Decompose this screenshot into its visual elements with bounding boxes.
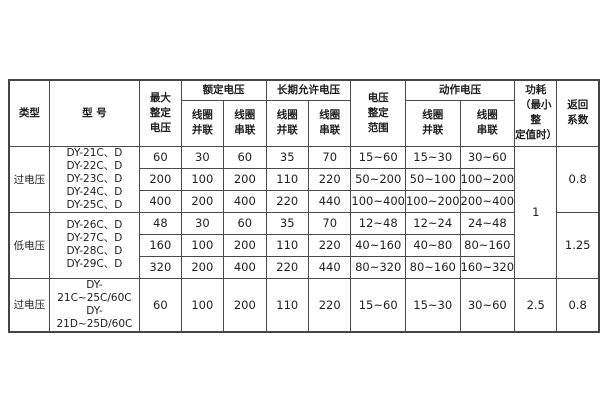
cell-action-parallel: 50~100 [404,167,461,191]
cell-lastrow-power: 2.5 [514,277,558,332]
cell-longterm-series: 70 [307,145,352,169]
cell-action-parallel: 15~30 [404,145,461,169]
cell-longterm-parallel: 220 [265,255,309,279]
cell-group2-models: DY-26C、D DY-27C、D DY-28C、D DY-29C、D [48,211,141,279]
cell-longterm-series: 220 [307,233,352,257]
table-row: 低电压 DY-26C、D DY-27C、D DY-28C、D DY-29C、D … [8,211,600,279]
cell-max: 400 [139,189,182,213]
cell-longterm-series: 440 [307,189,352,213]
cell-rated-series: 200 [223,233,267,257]
cell-rated-parallel: 200 [180,189,225,213]
cell-rated-parallel: 30 [180,145,225,169]
header-action-coil-series: 线圈 串联 [459,99,516,147]
cell-setting-range: 100~400 [350,189,406,213]
cell-max: 160 [139,233,182,257]
cell-action-series: 80~160 [459,233,516,257]
cell-action-series: 100~200 [459,167,516,191]
cell-longterm-series: 220 [307,167,352,191]
table-row: 过电压 DY-21C~25C/60C DY-21D~25D/60C 60 100… [8,277,600,332]
cell-longterm-series: 70 [307,211,352,235]
cell-lastrow-models: DY-21C~25C/60C DY-21D~25D/60C [48,277,141,332]
cell-action-parallel: 100~200 [404,189,461,213]
header-return-coefficient: 返回 系数 [556,79,600,147]
cell-rated-series: 200 [223,167,267,191]
cell-setting-range: 40~160 [350,233,406,257]
cell-group1-return-coeff: 0.8 [556,145,600,213]
cell-power-groups: 1 [514,145,558,279]
cell-setting-range: 80~320 [350,255,406,279]
cell-longterm-series: 440 [307,255,352,279]
cell-longterm-parallel: 110 [265,167,309,191]
cell-max: 60 [139,277,182,332]
table-row: 160 100 200 110 220 40~160 40~80 80~160 [9,233,599,257]
cell-rated-parallel: 100 [180,233,225,257]
header-power-consumption: 功耗 （最小整 定值时） [514,79,558,147]
relay-spec-table: 类型 型 号 最大 整定 电压 额定电压 长期允许电压 电压 整定 范围 动作电… [8,79,600,333]
header-row-subcolumns: 线圈 并联 线圈 串联 线圈 并联 线圈 串联 线圈 并联 线圈 串联 [9,99,599,147]
cell-longterm-parallel: 35 [265,145,309,169]
header-rated-coil-series: 线圈 串联 [223,99,267,147]
cell-rated-series: 400 [223,189,267,213]
header-rated-voltage-group: 额定电压 [180,79,267,101]
header-action-coil-parallel: 线圈 并联 [404,99,461,147]
cell-action-series: 24~48 [459,211,516,235]
cell-rated-series: 60 [223,145,267,169]
cell-action-parallel: 80~160 [404,255,461,279]
cell-action-parallel: 12~24 [404,211,461,235]
cell-lastrow-type: 过电压 [8,277,50,332]
cell-setting-range: 15~60 [350,145,406,169]
cell-longterm-parallel: 110 [265,233,309,257]
header-type: 类型 [8,79,50,147]
cell-rated-series: 60 [223,211,267,235]
table-row: 过电压 DY-21C、D DY-22C、D DY-23C、D DY-24C、D … [8,145,600,279]
cell-action-series: 30~60 [459,277,516,332]
cell-action-parallel: 40~80 [404,233,461,257]
cell-action-series: 30~60 [459,145,516,169]
header-longterm-coil-series: 线圈 串联 [307,99,352,147]
cell-rated-parallel: 100 [180,167,225,191]
table-row: 400 200 400 220 440 100~400 100~200 200~… [9,189,599,213]
cell-group1-type: 过电压 [8,145,50,213]
cell-group2-type: 低电压 [8,211,50,279]
cell-setting-range: 50~200 [350,167,406,191]
cell-rated-series: 400 [223,255,267,279]
cell-max: 60 [139,145,182,169]
cell-setting-range: 15~60 [350,277,406,332]
cell-action-parallel: 15~30 [404,277,461,332]
cell-action-series: 160~320 [459,255,516,279]
cell-max: 48 [139,211,182,235]
header-longterm-coil-parallel: 线圈 并联 [265,99,309,147]
cell-group2-return-coeff: 1.25 [556,211,600,279]
cell-longterm-parallel: 110 [265,277,309,332]
cell-group1-models: DY-21C、D DY-22C、D DY-23C、D DY-24C、D DY-2… [48,145,141,213]
header-row-groups: 类型 型 号 最大 整定 电压 额定电压 长期允许电压 电压 整定 范围 动作电… [8,79,600,147]
cell-rated-parallel: 200 [180,255,225,279]
table-row: 320 200 400 220 440 80~320 80~160 160~32… [9,255,599,279]
cell-rated-parallel: 100 [180,277,225,332]
cell-action-series: 200~400 [459,189,516,213]
header-rated-coil-parallel: 线圈 并联 [180,99,225,147]
header-voltage-setting-range: 电压 整定 范围 [350,79,406,147]
header-action-voltage-group: 动作电压 [404,79,516,101]
header-model: 型 号 [48,79,141,147]
header-longterm-voltage-group: 长期允许电压 [265,79,352,101]
cell-max: 200 [139,167,182,191]
cell-setting-range: 12~48 [350,211,406,235]
cell-longterm-series: 220 [307,277,352,332]
header-max-setting-voltage: 最大 整定 电压 [139,79,182,147]
cell-longterm-parallel: 35 [265,211,309,235]
cell-rated-parallel: 30 [180,211,225,235]
cell-max: 320 [139,255,182,279]
cell-rated-series: 200 [223,277,267,332]
cell-lastrow-return-coeff: 0.8 [556,277,600,332]
cell-longterm-parallel: 220 [265,189,309,213]
